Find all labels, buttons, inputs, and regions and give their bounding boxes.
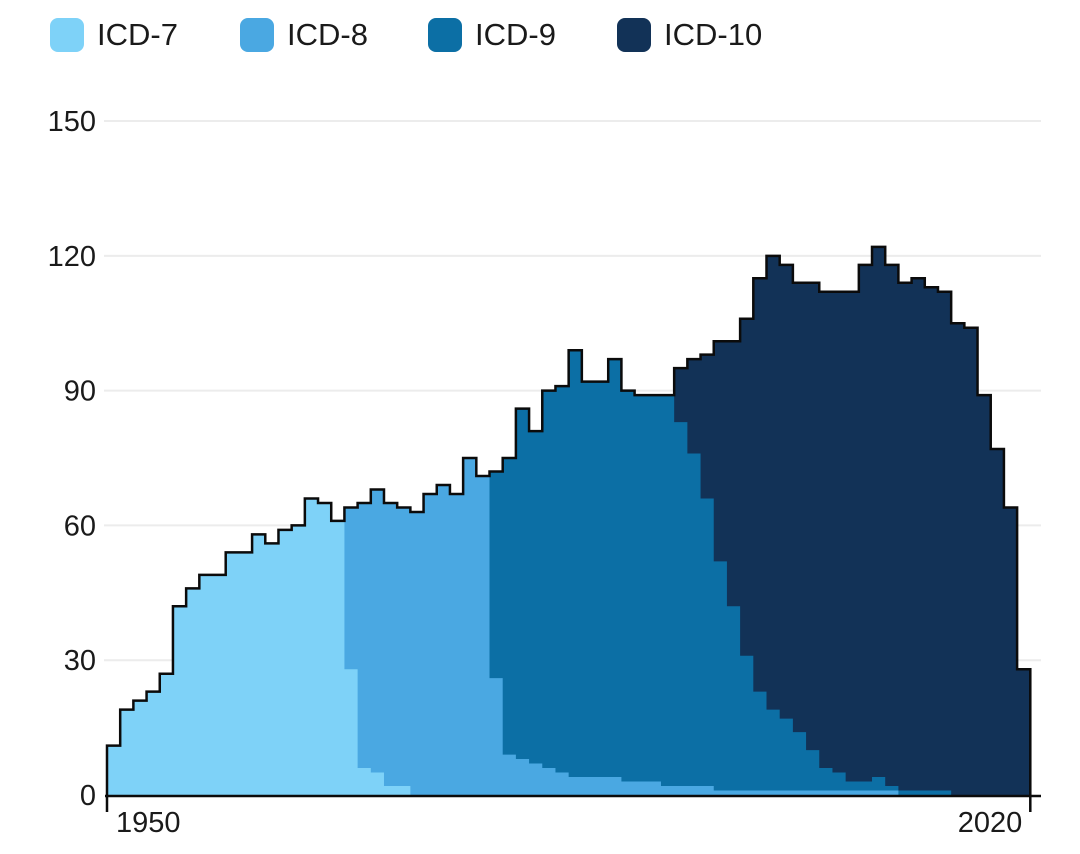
area-icd-7 [107, 498, 1031, 795]
legend-swatch-icd7 [50, 18, 84, 52]
y-axis-label-0: 0 [80, 780, 96, 812]
x-axis-label-2020: 2020 [958, 807, 1023, 839]
legend-swatch-icd9 [428, 18, 462, 52]
x-axis-label-1950: 1950 [116, 807, 181, 839]
y-axis-label-30: 30 [64, 645, 96, 677]
legend-swatch-icd8 [240, 18, 274, 52]
legend-item-icd9: ICD-9 [428, 18, 556, 52]
y-axis-label-120: 120 [48, 241, 96, 273]
y-axis-label-150: 150 [48, 106, 96, 138]
total-outline [105, 245, 1032, 812]
legend: ICD-7 ICD-8 ICD-9 ICD-10 [0, 0, 1080, 70]
legend-label-icd9: ICD-9 [475, 17, 556, 52]
y-axis-label-60: 60 [64, 510, 96, 542]
legend-item-icd10: ICD-10 [617, 18, 762, 52]
y-axis-label-90: 90 [64, 376, 96, 408]
legend-label-icd10: ICD-10 [664, 17, 763, 52]
legend-swatch-icd10 [617, 18, 651, 52]
legend-label-icd7: ICD-7 [97, 17, 178, 52]
legend-item-icd8: ICD-8 [240, 18, 368, 52]
legend-label-icd8: ICD-8 [287, 17, 368, 52]
legend-item-icd7: ICD-7 [50, 18, 178, 52]
